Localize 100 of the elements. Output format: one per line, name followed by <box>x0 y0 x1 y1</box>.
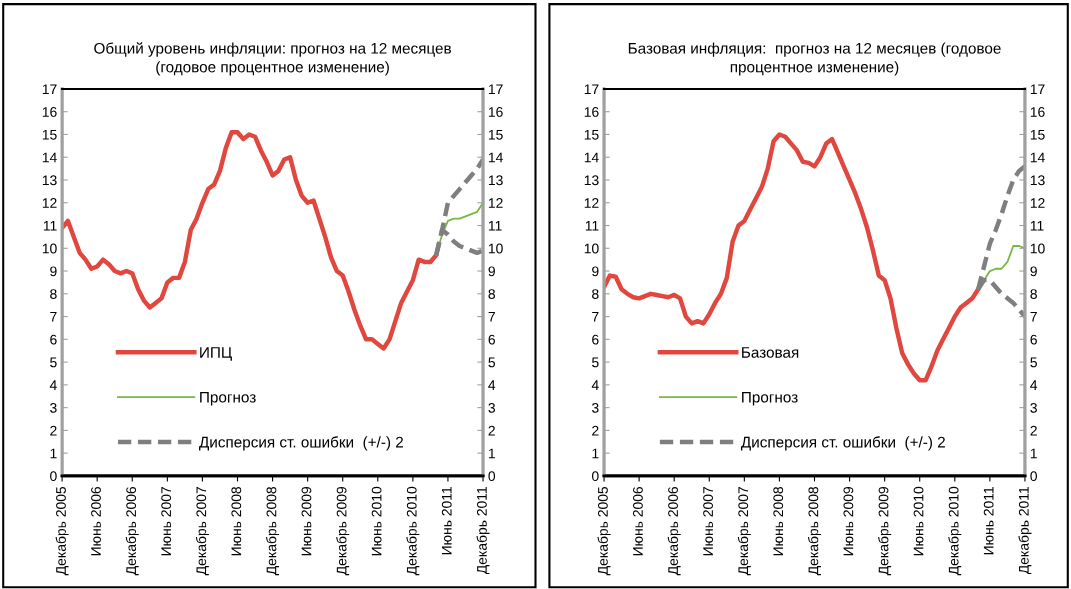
y-tick-label: 9 <box>50 266 57 277</box>
y-tick-label: 12 <box>42 198 57 208</box>
y-tick-label: 0 <box>592 471 599 482</box>
y-tick-label: 16 <box>584 107 599 117</box>
legend-label: Базовая <box>742 347 799 358</box>
y-tick-label: 11 <box>43 221 57 231</box>
y-tick-label: 17 <box>584 84 599 94</box>
y2-tick-label: 4 <box>1030 380 1038 390</box>
y-tick-label: 3 <box>50 402 57 413</box>
y-tick-label: 0 <box>50 471 57 482</box>
y-tick-label: 11 <box>585 221 599 231</box>
y2-tick-label: 8 <box>488 289 495 299</box>
x-tick-label: Декабрь 2011 <box>1018 487 1032 575</box>
legend-label: Дисперсия ст. ошибки (+/-) 2 <box>740 436 945 451</box>
y2-tick-label: 11 <box>488 221 502 231</box>
x-tick-label: Декабрь 2009 <box>878 486 892 576</box>
y2-tick-label: 0 <box>488 471 496 482</box>
y2-tick-label: 3 <box>488 402 495 413</box>
y2-tick-label: 15 <box>488 129 503 140</box>
chart-title: Общий уровень инфляции: прогноз на 12 месяцев (годовое процентное изменение) <box>94 42 451 76</box>
x-tick-label: Июнь 2010 <box>371 486 382 556</box>
y-tick-label: 8 <box>50 289 57 299</box>
y2-tick-label: 14 <box>1030 152 1045 163</box>
y2-tick-label: 12 <box>1030 198 1045 208</box>
y-tick-label: 7 <box>592 312 599 322</box>
y-tick-label: 5 <box>592 357 599 368</box>
y-tick-label: 15 <box>42 129 57 140</box>
y2-tick-label: 10 <box>1030 243 1045 254</box>
y2-tick-label: 1 <box>488 448 495 459</box>
x-tick-label: Декабрь 2008 <box>266 486 280 576</box>
y2-tick-label: 17 <box>1030 84 1045 94</box>
y2-tick-label: 8 <box>1030 289 1037 299</box>
x-tick-label: Декабрь 2006 <box>125 486 139 576</box>
y2-tick-label: 14 <box>488 152 503 163</box>
y2-tick-label: 17 <box>488 84 503 94</box>
x-tick-label: Июнь 2008 <box>231 486 242 556</box>
x-tick-label: Декабрь 2010 <box>406 486 420 576</box>
y2-tick-label: 2 <box>488 425 495 436</box>
y2-tick-label: 11 <box>1030 221 1044 231</box>
y-tick-label: 1 <box>592 448 599 459</box>
y2-tick-label: 1 <box>1030 448 1037 459</box>
y-tick-label: 3 <box>591 402 599 413</box>
x-tick-label: Декабрь 2008 <box>807 486 822 576</box>
y2-tick-label: 16 <box>1030 107 1045 117</box>
y2-tick-label: 2 <box>1030 425 1037 436</box>
y-tick-label: 15 <box>584 129 599 140</box>
x-tick-label: Декабрь 2009 <box>336 486 350 576</box>
y2-tick-label: 9 <box>1030 266 1037 277</box>
x-tick-label: Июнь 2006 <box>633 486 643 556</box>
y2-tick-label: 7 <box>488 312 495 322</box>
x-tick-label: Июнь 2007 <box>703 487 713 556</box>
x-tick-label: Декабрь 2007 <box>195 487 209 576</box>
y2-tick-label: 5 <box>1030 357 1037 368</box>
y-tick-label: 14 <box>42 152 57 163</box>
x-tick-label: Июнь 2010 <box>913 486 924 556</box>
x-tick-label: Декабрь 2006 <box>667 486 681 576</box>
x-tick-label: Декабрь 2010 <box>948 486 962 576</box>
x-tick-label: Июнь 2009 <box>301 486 312 556</box>
y2-tick-label: 3 <box>1030 402 1037 413</box>
x-tick-label: Июнь 2011 <box>441 487 452 555</box>
y2-tick-label: 6 <box>1030 334 1037 345</box>
y2-tick-label: 7 <box>1030 312 1037 322</box>
legend-label: Дисперсия ст. ошибки (+/-) 2 <box>199 436 403 451</box>
y-tick-label: 10 <box>42 243 57 254</box>
y-tick-label: 9 <box>592 266 599 277</box>
y-tick-label: 8 <box>592 289 599 299</box>
x-tick-label: Июнь 2006 <box>91 486 101 556</box>
y2-tick-label: 15 <box>1030 129 1045 140</box>
y2-tick-label: 13 <box>1030 175 1045 186</box>
y-tick-label: 1 <box>50 448 57 459</box>
y2-tick-label: 9 <box>488 266 495 277</box>
y-tick-label: 12 <box>584 198 599 208</box>
x-tick-label: Июнь 2007 <box>161 487 172 556</box>
x-tick-label: Июнь 2011 <box>983 487 994 555</box>
y-tick-label: 13 <box>584 175 599 186</box>
y-tick-label: 5 <box>50 357 57 368</box>
y-tick-label: 17 <box>42 84 57 94</box>
y2-tick-label: 12 <box>488 198 503 208</box>
y2-tick-label: 10 <box>488 243 503 254</box>
y-tick-label: 10 <box>584 243 599 254</box>
y-tick-label: 7 <box>50 312 57 322</box>
x-tick-label: Декабрь 2007 <box>737 487 751 576</box>
y2-tick-label: 16 <box>488 107 503 117</box>
y2-tick-label: 6 <box>488 334 495 345</box>
y-tick-label: 2 <box>592 425 599 436</box>
y2-tick-label: 0 <box>1030 471 1037 482</box>
y-tick-label: 14 <box>584 152 599 163</box>
x-tick-label: Июнь 2008 <box>773 486 784 556</box>
legend-label: ИПЦ <box>200 347 232 361</box>
y2-tick-label: 4 <box>488 380 496 390</box>
x-tick-label: Декабрь 2005 <box>55 486 69 576</box>
y2-tick-label: 13 <box>488 175 503 186</box>
legend-label: Прогноз <box>742 391 798 406</box>
y2-tick-label: 5 <box>488 357 496 368</box>
y-tick-label: 2 <box>50 425 57 436</box>
y-tick-label: 13 <box>42 175 57 186</box>
y-tick-label: 4 <box>49 380 57 390</box>
y-tick-label: 6 <box>592 334 599 345</box>
x-tick-label: Июнь 2009 <box>843 486 854 556</box>
x-tick-label: Декабрь 2011 <box>476 487 490 575</box>
